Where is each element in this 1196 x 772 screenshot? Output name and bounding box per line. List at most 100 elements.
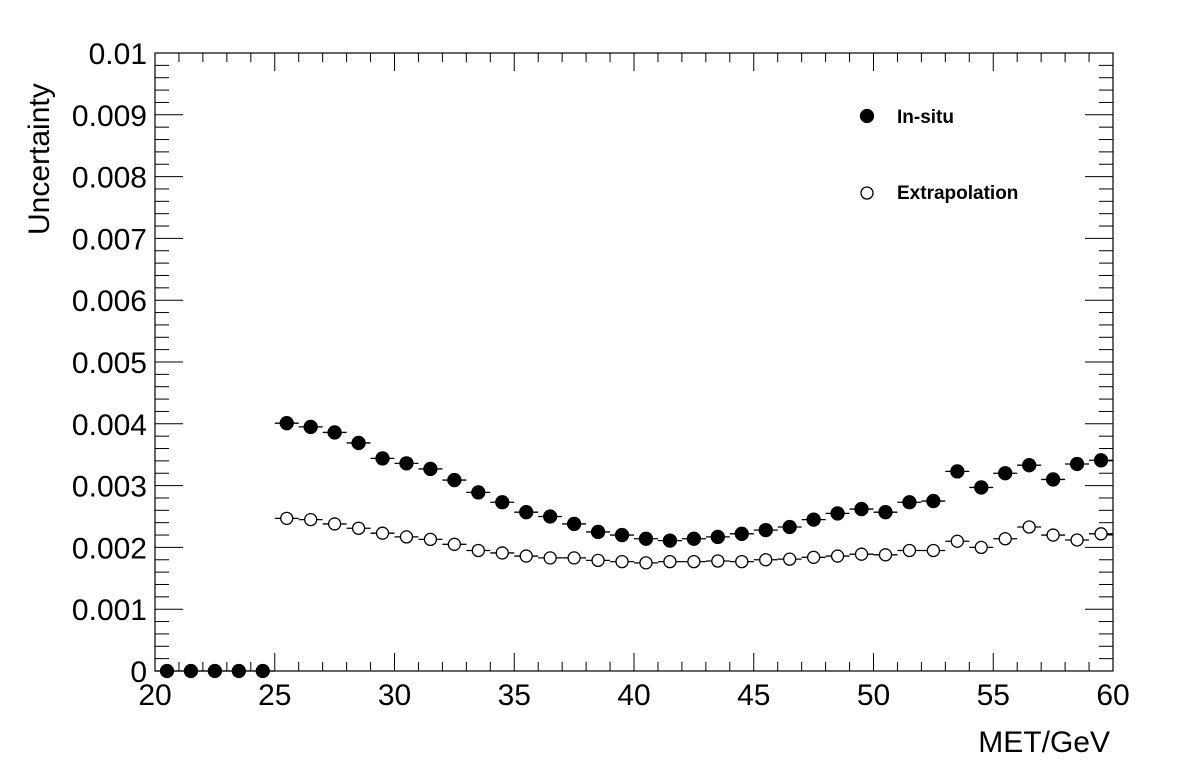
legend-label-in-situ: In-situ <box>897 107 954 128</box>
data-point-in-situ <box>351 435 366 451</box>
data-point-extrapolation <box>926 543 941 558</box>
data-point-in-situ <box>830 506 845 521</box>
data-point-in-situ <box>902 495 917 510</box>
y-tick-label: 0.009 <box>72 100 147 133</box>
x-tick-label: 50 <box>857 679 890 712</box>
data-point-in-situ <box>471 485 486 500</box>
data-point-in-situ <box>998 466 1013 481</box>
data-marks <box>155 416 1113 679</box>
data-point-extrapolation <box>902 543 917 558</box>
data-point-extrapolation <box>759 553 773 567</box>
data-point-in-situ <box>423 461 438 477</box>
data-point-in-situ <box>231 663 246 679</box>
data-point-in-situ <box>782 519 797 535</box>
axis-ticks <box>154 52 1114 672</box>
data-point-extrapolation <box>327 517 342 531</box>
y-tick-label: 0.004 <box>72 409 147 442</box>
data-point-extrapolation <box>950 534 964 548</box>
y-tick-label: 0.003 <box>72 471 147 504</box>
data-point-extrapolation <box>615 554 629 569</box>
data-point-extrapolation <box>519 549 533 563</box>
data-point-extrapolation <box>1046 528 1060 542</box>
data-point-in-situ <box>734 526 749 541</box>
x-tick-label: 55 <box>977 679 1010 712</box>
data-point-in-situ <box>495 495 510 510</box>
y-tick-labels: 0 0.001 0.002 0.003 0.004 0.005 0.006 0.007 0.00… <box>72 38 147 689</box>
data-point-in-situ <box>686 531 702 546</box>
data-point-in-situ <box>758 522 773 538</box>
data-point-in-situ <box>447 472 462 488</box>
data-point-in-situ <box>519 505 534 520</box>
data-point-extrapolation <box>687 554 701 569</box>
data-point-in-situ <box>662 533 678 548</box>
x-axis-title: MET/GeV <box>978 726 1110 759</box>
data-point-extrapolation <box>567 551 581 565</box>
data-point-extrapolation <box>280 511 294 526</box>
data-point-in-situ <box>375 451 390 466</box>
y-tick-label: 0.005 <box>72 347 147 380</box>
plot-frame <box>154 52 1114 672</box>
data-point-in-situ <box>878 505 893 520</box>
x-tick-labels: 20 25 30 35 40 45 50 55 60 <box>138 679 1129 712</box>
data-point-extrapolation <box>1022 520 1036 534</box>
x-tick-label: 30 <box>378 679 411 712</box>
data-point-extrapolation <box>495 546 509 560</box>
x-tick-label: 45 <box>737 679 770 712</box>
x-tick-label: 25 <box>258 679 291 712</box>
y-tick-label: 0.007 <box>72 223 147 256</box>
data-point-extrapolation <box>998 532 1012 546</box>
data-point-extrapolation <box>830 549 845 563</box>
data-point-extrapolation <box>639 556 653 570</box>
data-point-in-situ <box>327 425 342 440</box>
y-tick-label: 0.006 <box>72 285 147 318</box>
data-point-extrapolation <box>423 532 438 547</box>
y-tick-label: 0.008 <box>72 162 147 195</box>
data-point-in-situ <box>303 419 318 435</box>
data-point-in-situ <box>255 663 270 679</box>
data-point-in-situ <box>207 663 223 679</box>
data-point-extrapolation <box>375 526 390 540</box>
legend-marker-extrapolation <box>860 186 874 200</box>
legend-marker-in-situ <box>859 108 875 124</box>
data-point-extrapolation <box>806 550 821 564</box>
data-point-in-situ <box>399 456 414 471</box>
x-tick-label: 60 <box>1096 679 1129 712</box>
data-point-extrapolation <box>711 554 725 568</box>
data-point-extrapolation <box>304 512 318 527</box>
legend-label-extrapolation: Extrapolation <box>897 183 1018 204</box>
y-tick-label: 0.01 <box>89 38 147 71</box>
data-point-extrapolation <box>854 547 869 561</box>
data-point-in-situ <box>1093 453 1109 468</box>
x-tick-label: 35 <box>498 679 531 712</box>
data-point-in-situ <box>1045 472 1061 487</box>
data-point-in-situ <box>159 663 175 679</box>
x-tick-label: 40 <box>617 679 650 712</box>
data-point-extrapolation <box>974 540 988 555</box>
data-point-in-situ <box>566 516 582 532</box>
data-point-in-situ <box>710 529 725 545</box>
data-point-extrapolation <box>351 521 366 535</box>
x-tick-label: 20 <box>138 679 171 712</box>
data-point-extrapolation <box>591 553 605 568</box>
data-point-in-situ <box>950 464 965 479</box>
data-point-extrapolation <box>471 543 485 558</box>
data-point-in-situ <box>183 663 199 679</box>
data-point-extrapolation <box>399 530 414 544</box>
data-point-extrapolation <box>783 552 797 566</box>
y-axis-title: Uncertainty <box>23 83 56 235</box>
data-point-extrapolation <box>543 551 557 565</box>
data-point-in-situ <box>974 480 989 495</box>
data-point-in-situ <box>854 501 869 517</box>
data-point-in-situ <box>543 509 558 524</box>
data-point-in-situ <box>926 493 941 509</box>
legend: In-situ Extrapolation <box>859 107 1018 204</box>
data-point-extrapolation <box>735 554 749 569</box>
data-point-in-situ <box>590 524 606 540</box>
data-point-extrapolation <box>1070 533 1084 547</box>
data-point-in-situ <box>279 416 294 431</box>
data-point-in-situ <box>638 531 654 546</box>
data-point-in-situ <box>1022 458 1037 473</box>
data-point-extrapolation <box>447 537 462 551</box>
data-point-extrapolation <box>663 554 677 569</box>
data-point-in-situ <box>614 527 630 543</box>
